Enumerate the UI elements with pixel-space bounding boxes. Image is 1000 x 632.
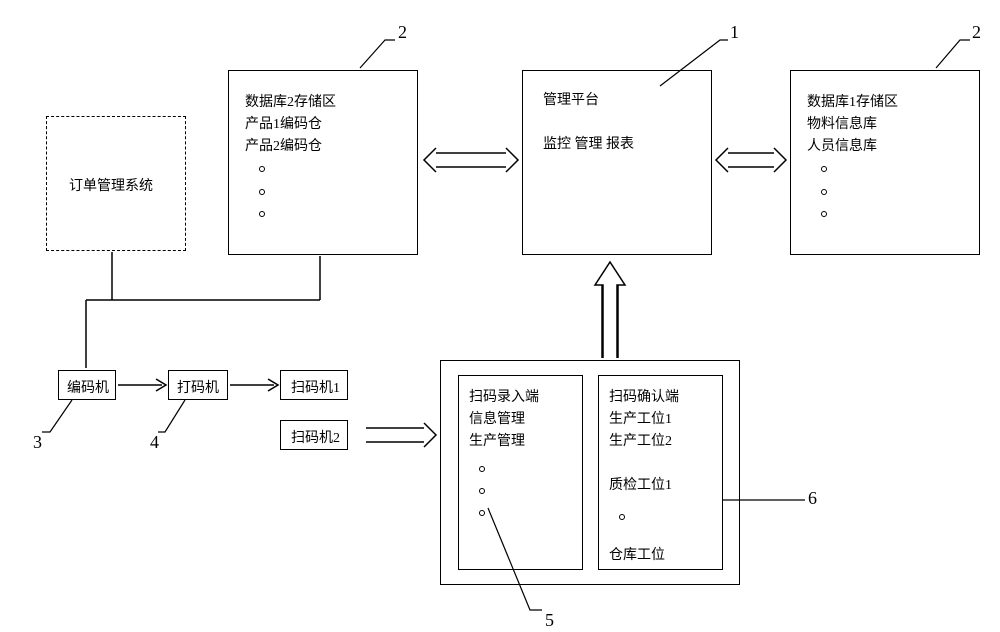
diagram-canvas: { "order_system": { "title": "订单管理系统" },…: [0, 0, 1000, 632]
up-arrow-svg: [0, 0, 1000, 632]
